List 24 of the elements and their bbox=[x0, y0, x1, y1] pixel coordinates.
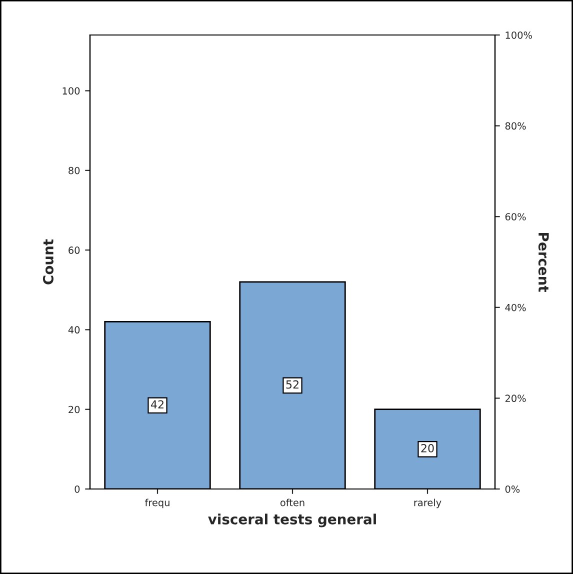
y-tick-label: 60 bbox=[68, 246, 80, 254]
data-label: 52 bbox=[286, 380, 298, 389]
bar bbox=[104, 321, 211, 489]
y-tick-label: 100 bbox=[62, 87, 80, 95]
y-tick-label: 20 bbox=[68, 406, 80, 414]
x-axis-title: visceral tests general bbox=[208, 514, 376, 528]
x-tick-label: often bbox=[280, 498, 304, 506]
bar bbox=[239, 281, 346, 489]
x-tick-label: rarely bbox=[414, 498, 442, 508]
y-tick-label: 0 bbox=[74, 485, 80, 493]
y-axis-title: Count bbox=[42, 239, 54, 284]
bar bbox=[374, 408, 481, 489]
y2-tick-label: 40% bbox=[505, 304, 526, 312]
y2-tick-label: 0% bbox=[505, 485, 520, 493]
y2-axis-title: Percent bbox=[538, 232, 549, 292]
data-label: 42 bbox=[150, 400, 164, 408]
y-tick-label: 40 bbox=[68, 326, 80, 334]
y-tick-label: 80 bbox=[68, 166, 80, 174]
y2-tick-label: 20% bbox=[505, 394, 526, 402]
data-label: 20 bbox=[421, 444, 434, 452]
y2-tick-label: 60% bbox=[505, 213, 526, 220]
y2-tick-label: 80% bbox=[505, 122, 526, 130]
y2-tick-label: 100% bbox=[506, 31, 532, 39]
x-tick-label: frequ bbox=[144, 498, 170, 508]
